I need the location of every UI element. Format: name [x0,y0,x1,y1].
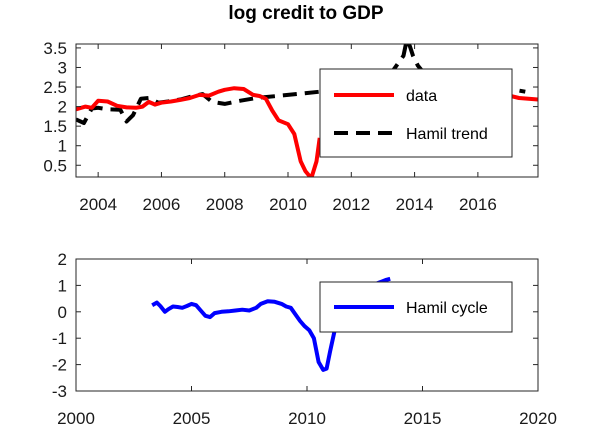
axes-frame [75,43,539,178]
x-tick-label: 2008 [206,195,244,214]
legend-label: Hamil trend [406,126,488,143]
y-tick-label: 1.5 [43,117,67,136]
legend-label: data [406,88,437,105]
bottom-plot: 2000 2005 2010 2015 2020 -3 -2 -1 0 1 2 Hamil cycle [52,250,557,428]
x-tick-label: 2014 [396,195,434,214]
legend: Hamil cycle [319,281,513,333]
x-tick-label: 2015 [404,409,442,428]
series-line-data [76,86,322,177]
y-tick-label: 2 [58,98,67,117]
y-tick-label: 2 [58,250,67,269]
chart-title: log credit to GDP [228,3,384,24]
series-line-hamil-cycle [151,299,337,372]
legend-box [319,68,513,158]
x-tick-label: 2010 [269,195,307,214]
x-tick-label: 2004 [79,195,117,214]
y-tick-label: 1 [58,276,67,295]
legend-label: Hamil cycle [406,300,488,317]
x-tick-label: 2010 [288,409,326,428]
y-tick-label: -3 [52,382,67,401]
y-tick-label: 3 [58,58,67,77]
legend: data Hamil trend [319,68,513,158]
x-tick-label: 2016 [459,195,497,214]
x-tick-label: 2006 [143,195,181,214]
y-tick-label: 0 [58,303,67,322]
y-tick-label: -2 [52,356,67,375]
x-tick-label: 2020 [519,409,557,428]
y-tick-label: -1 [52,329,67,348]
x-tick-label: 2000 [57,409,95,428]
x-tick-label: 2012 [332,195,370,214]
y-tick-label: 0.5 [43,156,67,175]
y-tick-label: 3.5 [43,39,67,58]
y-tick-label: 2.5 [43,78,67,97]
x-tick-label: 2005 [173,409,211,428]
y-tick-label: 1 [58,137,67,156]
top-plot: 2004 2006 2008 2010 2012 2014 20160.511.522.53… [43,39,539,214]
